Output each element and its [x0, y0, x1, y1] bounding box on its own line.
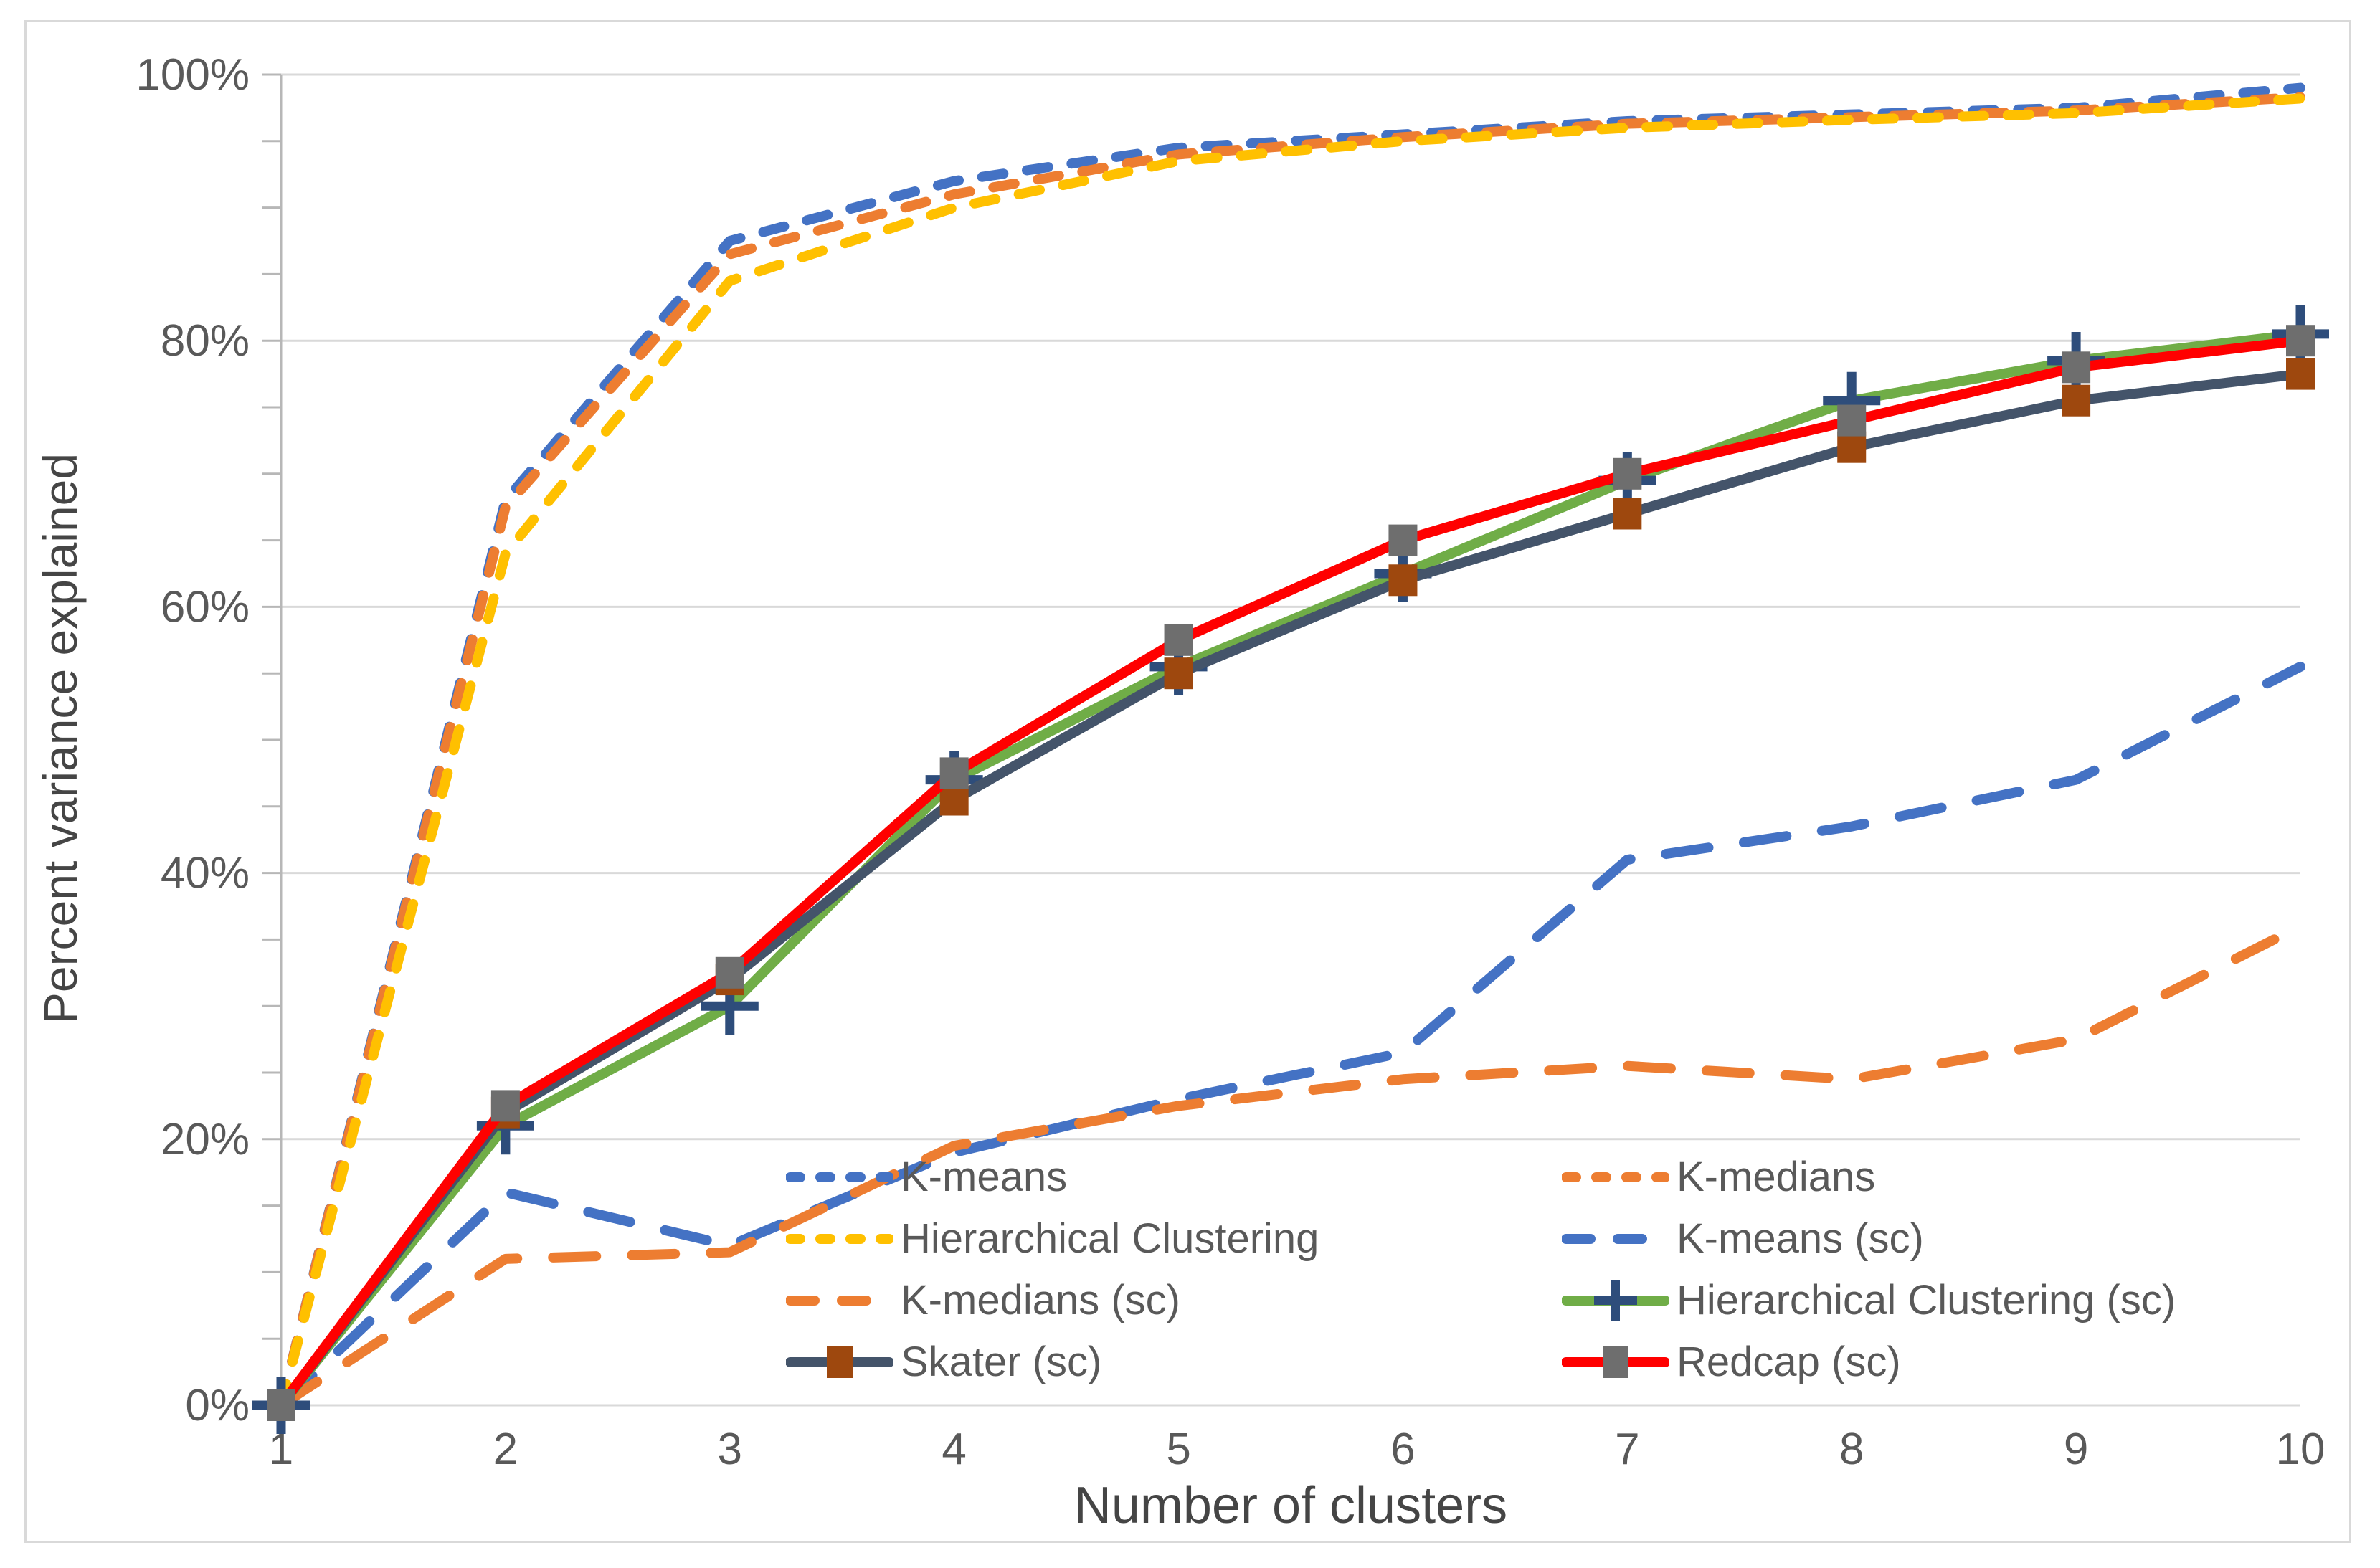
legend-item-k-medians: K-medians [1562, 1146, 2176, 1207]
legend-label: Hierarchical Clustering [901, 1215, 1319, 1262]
series-marker-square [2062, 351, 2091, 384]
x-tick-label: 2 [493, 1425, 518, 1474]
series-line-hierarchical-clustering-sc- [276, 328, 2305, 1410]
legend-column-left: K-means Hierarchical Clustering K-median… [786, 1146, 1319, 1392]
legend-line-sample-icon [786, 1234, 893, 1244]
legend-item-k-means: K-means [786, 1146, 1319, 1207]
legend-label: K-medians [1677, 1153, 1876, 1200]
series-line-redcap-sc- [276, 336, 2305, 1410]
series-marker-square [1613, 457, 1642, 490]
x-tick-label: 4 [942, 1425, 966, 1474]
x-tick-label: 10 [2276, 1425, 2326, 1474]
legend-item-k-medians-sc: K-medians (sc) [786, 1269, 1319, 1331]
x-tick-label: 9 [2064, 1425, 2088, 1474]
legend-line-sample-icon [786, 1296, 893, 1306]
x-tick-label: 8 [1839, 1425, 1864, 1474]
y-tick-label: 80% [161, 316, 250, 366]
x-axis-title: Number of clusters [1073, 1477, 1508, 1534]
series-marker-square [1837, 404, 1867, 437]
x-tick-label: 3 [718, 1425, 742, 1474]
series-line-hierarchical-clustering [276, 93, 2305, 1410]
legend-item-hierarchical-clustering: Hierarchical Clustering [786, 1207, 1319, 1269]
series-line-k-means [276, 82, 2305, 1410]
y-tick-label: 0% [185, 1381, 250, 1430]
legend-label: Redcap (sc) [1677, 1338, 1901, 1385]
x-tick-label: 7 [1615, 1425, 1639, 1474]
legend-item-redcap-sc: Redcap (sc) [1562, 1331, 2176, 1392]
x-tick-label: 5 [1166, 1425, 1190, 1474]
x-tick-label: 6 [1390, 1425, 1415, 1474]
legend-item-skater-sc: Skater (sc) [786, 1331, 1319, 1392]
legend-line-sample-icon [1562, 1346, 1669, 1378]
series-marker-square [2062, 384, 2091, 417]
series-marker-square [1164, 657, 1193, 690]
series-marker-square [939, 757, 969, 789]
legend-label: Hierarchical Clustering (sc) [1677, 1276, 2176, 1324]
series-marker-square [1164, 624, 1193, 656]
series-marker-square [1613, 498, 1642, 530]
y-tick-label: 40% [161, 849, 250, 898]
legend-label: K-medians (sc) [901, 1276, 1180, 1324]
series-marker-square [1388, 524, 1418, 556]
y-tick-label: 60% [161, 582, 250, 632]
legend-column-right: K-medians K-means (sc) Hierarchical Clus… [1562, 1146, 2176, 1392]
legend-item-k-means-sc: K-means (sc) [1562, 1207, 2176, 1269]
legend-sample-square [1603, 1346, 1628, 1378]
legend-line-sample-icon [1562, 1234, 1669, 1244]
legend-line-sample-icon [786, 1346, 893, 1378]
series-marker-square [2286, 358, 2315, 390]
chart-frame [24, 20, 2351, 1543]
y-tick-label: 20% [161, 1115, 250, 1164]
legend-label: Skater (sc) [901, 1338, 1102, 1385]
legend-line-sample-icon [1562, 1172, 1669, 1182]
series-marker-square [2286, 325, 2315, 357]
series-marker-square [715, 956, 744, 989]
series-marker-square [1388, 564, 1418, 597]
y-tick-label: 100% [136, 50, 250, 100]
series-marker-square [490, 1090, 520, 1122]
legend-label: K-means (sc) [1677, 1215, 1924, 1262]
series-line-skater-sc- [276, 369, 2305, 1410]
legend-label: K-means [901, 1153, 1068, 1200]
series-marker-square [267, 1389, 295, 1421]
series-marker-square [939, 784, 969, 816]
series-line-k-means-sc- [276, 661, 2305, 1410]
series-line-k-medians-sc- [276, 921, 2305, 1410]
y-axis-title: Percent variance explained [34, 452, 87, 1025]
series-marker-square [1837, 431, 1867, 463]
legend-sample-square [827, 1346, 853, 1378]
legend-line-sample-icon [1562, 1280, 1669, 1321]
legend-item-hierarchical-clustering-sc: Hierarchical Clustering (sc) [1562, 1269, 2176, 1331]
legend-line-sample-icon [786, 1172, 893, 1182]
